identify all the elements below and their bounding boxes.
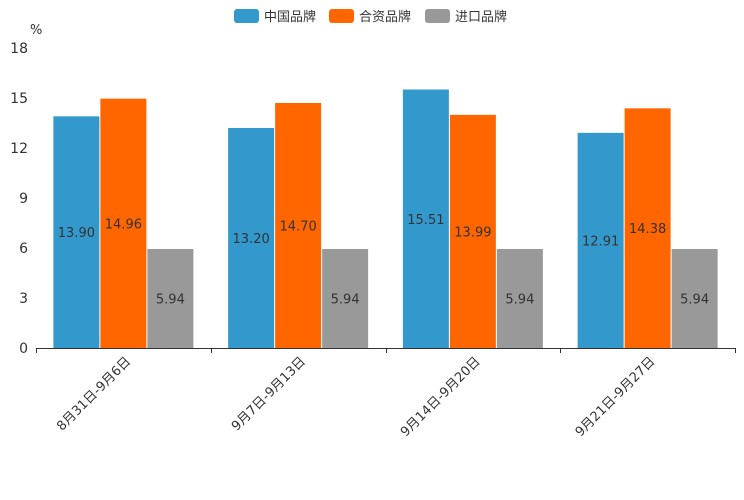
bar[interactable] (322, 249, 369, 348)
legend-item[interactable]: 合资品牌 (329, 9, 411, 25)
legend[interactable]: 中国品牌 合资品牌 进口品牌 (234, 9, 507, 25)
bar-value-label: 14.70 (280, 220, 317, 235)
bar-value-label: 5.94 (505, 293, 534, 308)
bar[interactable] (624, 108, 671, 348)
bar-value-label: 5.94 (331, 293, 360, 308)
bar[interactable] (100, 98, 147, 349)
bar[interactable] (275, 103, 322, 348)
y-tick-label: 3 (19, 291, 28, 307)
bar[interactable] (671, 249, 718, 348)
x-tick-label: 9月14日-9月20日 (398, 354, 484, 440)
legend-swatch (425, 9, 450, 23)
y-tick-label: 9 (19, 191, 28, 207)
y-tick-label: 12 (10, 141, 28, 157)
legend-item[interactable]: 进口品牌 (425, 9, 507, 25)
bar-value-label: 5.94 (156, 293, 185, 308)
y-tick-label: 18 (10, 41, 28, 57)
x-axis: 8月31日-9月6日 9月7日-9月13日 9月14日-9月20日 9月21日-9月2… (36, 348, 736, 440)
bar[interactable] (449, 114, 496, 348)
bar-value-label: 15.51 (407, 213, 444, 228)
bar[interactable] (147, 249, 194, 348)
legend-item[interactable]: 中国品牌 (234, 9, 316, 25)
bar-value-label: 14.38 (629, 222, 666, 237)
bar[interactable] (402, 89, 449, 349)
y-axis: 0 3 6 9 12 15 18 (10, 41, 28, 357)
bar[interactable] (228, 128, 275, 348)
bars-group: 13.90 14.96 5.94 13.20 14.70 5.94 15.51 13.99 5.… (53, 89, 718, 349)
legend-label: 中国品牌 (264, 9, 316, 25)
bar-value-label: 12.91 (582, 234, 619, 249)
bar[interactable] (53, 116, 100, 348)
legend-swatch (234, 9, 259, 23)
bar-value-label: 14.96 (105, 217, 142, 232)
legend-swatch (329, 9, 354, 23)
x-tick-label: 9月7日-9月13日 (229, 354, 309, 434)
bar[interactable] (577, 132, 624, 348)
y-tick-label: 15 (10, 91, 28, 107)
bar-value-label: 13.99 (454, 225, 491, 240)
legend-label: 合资品牌 (359, 9, 411, 25)
x-tick-label: 8月31日-9月6日 (54, 354, 134, 434)
legend-label: 进口品牌 (455, 9, 507, 25)
x-tick-label: 9月21日-9月27日 (573, 354, 659, 440)
bar-value-label: 13.20 (233, 232, 270, 247)
bar-value-label: 5.94 (680, 293, 709, 308)
y-tick-label: 0 (19, 341, 28, 357)
y-tick-label: 6 (19, 241, 28, 257)
bar[interactable] (496, 249, 543, 348)
bar-value-label: 13.90 (58, 226, 95, 241)
y-axis-unit-label: % (30, 23, 42, 38)
